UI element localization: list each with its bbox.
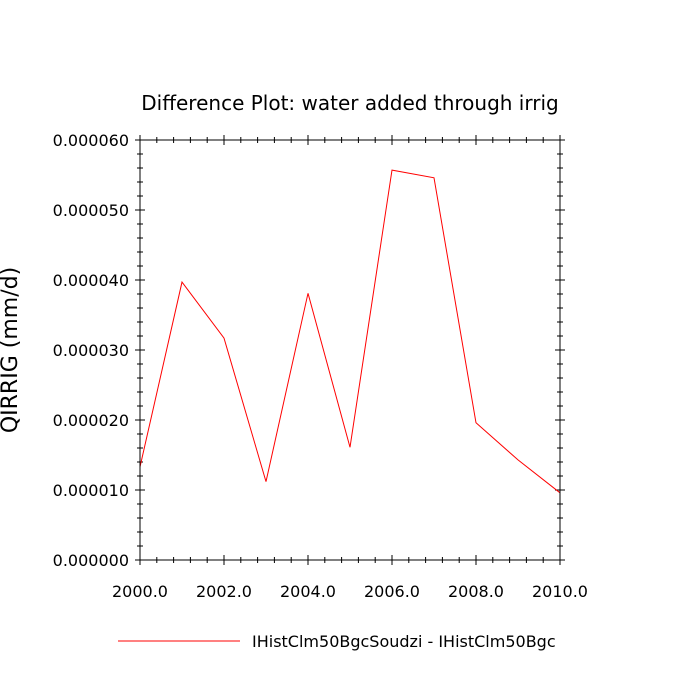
x-tick-label: 2010.0 [532, 582, 588, 601]
x-tick-label: 2006.0 [364, 582, 420, 601]
chart-title: Difference Plot: water added through irr… [141, 91, 558, 115]
legend: IHistClm50BgcSoudzi - IHistClm50Bgc [118, 632, 556, 651]
y-axis-label: QIRRIG (mm/d) [0, 267, 23, 433]
x-tick-label: 2008.0 [448, 582, 504, 601]
series-layer [139, 169, 561, 494]
plot-frame [139, 139, 561, 561]
legend-label: IHistClm50BgcSoudzi - IHistClm50Bgc [252, 632, 556, 651]
y-tick-label: 0.000020 [53, 411, 129, 430]
y-tick-label: 0.000000 [53, 551, 129, 570]
y-tick-label: 0.000050 [53, 201, 129, 220]
x-tick-label: 2002.0 [196, 582, 252, 601]
ticks-layer: 2000.0 2002.0 2004.0 2006.0 2008.0 2010.0 0.00… [53, 131, 588, 601]
series-line [139, 169, 561, 494]
y-tick-label: 0.000010 [53, 481, 129, 500]
y-tick-label: 0.000040 [53, 271, 129, 290]
x-tick-label: 2004.0 [280, 582, 336, 601]
x-tick-label: 2000.0 [112, 582, 168, 601]
y-tick-label: 0.000060 [53, 131, 129, 150]
y-tick-label: 0.000030 [53, 341, 129, 360]
